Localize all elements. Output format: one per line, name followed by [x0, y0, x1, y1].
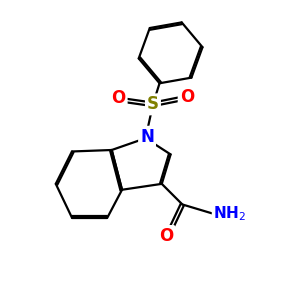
- Text: O: O: [111, 89, 126, 107]
- Text: NH$_2$: NH$_2$: [213, 204, 246, 223]
- Text: N: N: [140, 128, 154, 146]
- Text: O: O: [159, 227, 173, 245]
- Text: S: S: [147, 95, 159, 113]
- Text: O: O: [180, 88, 194, 106]
